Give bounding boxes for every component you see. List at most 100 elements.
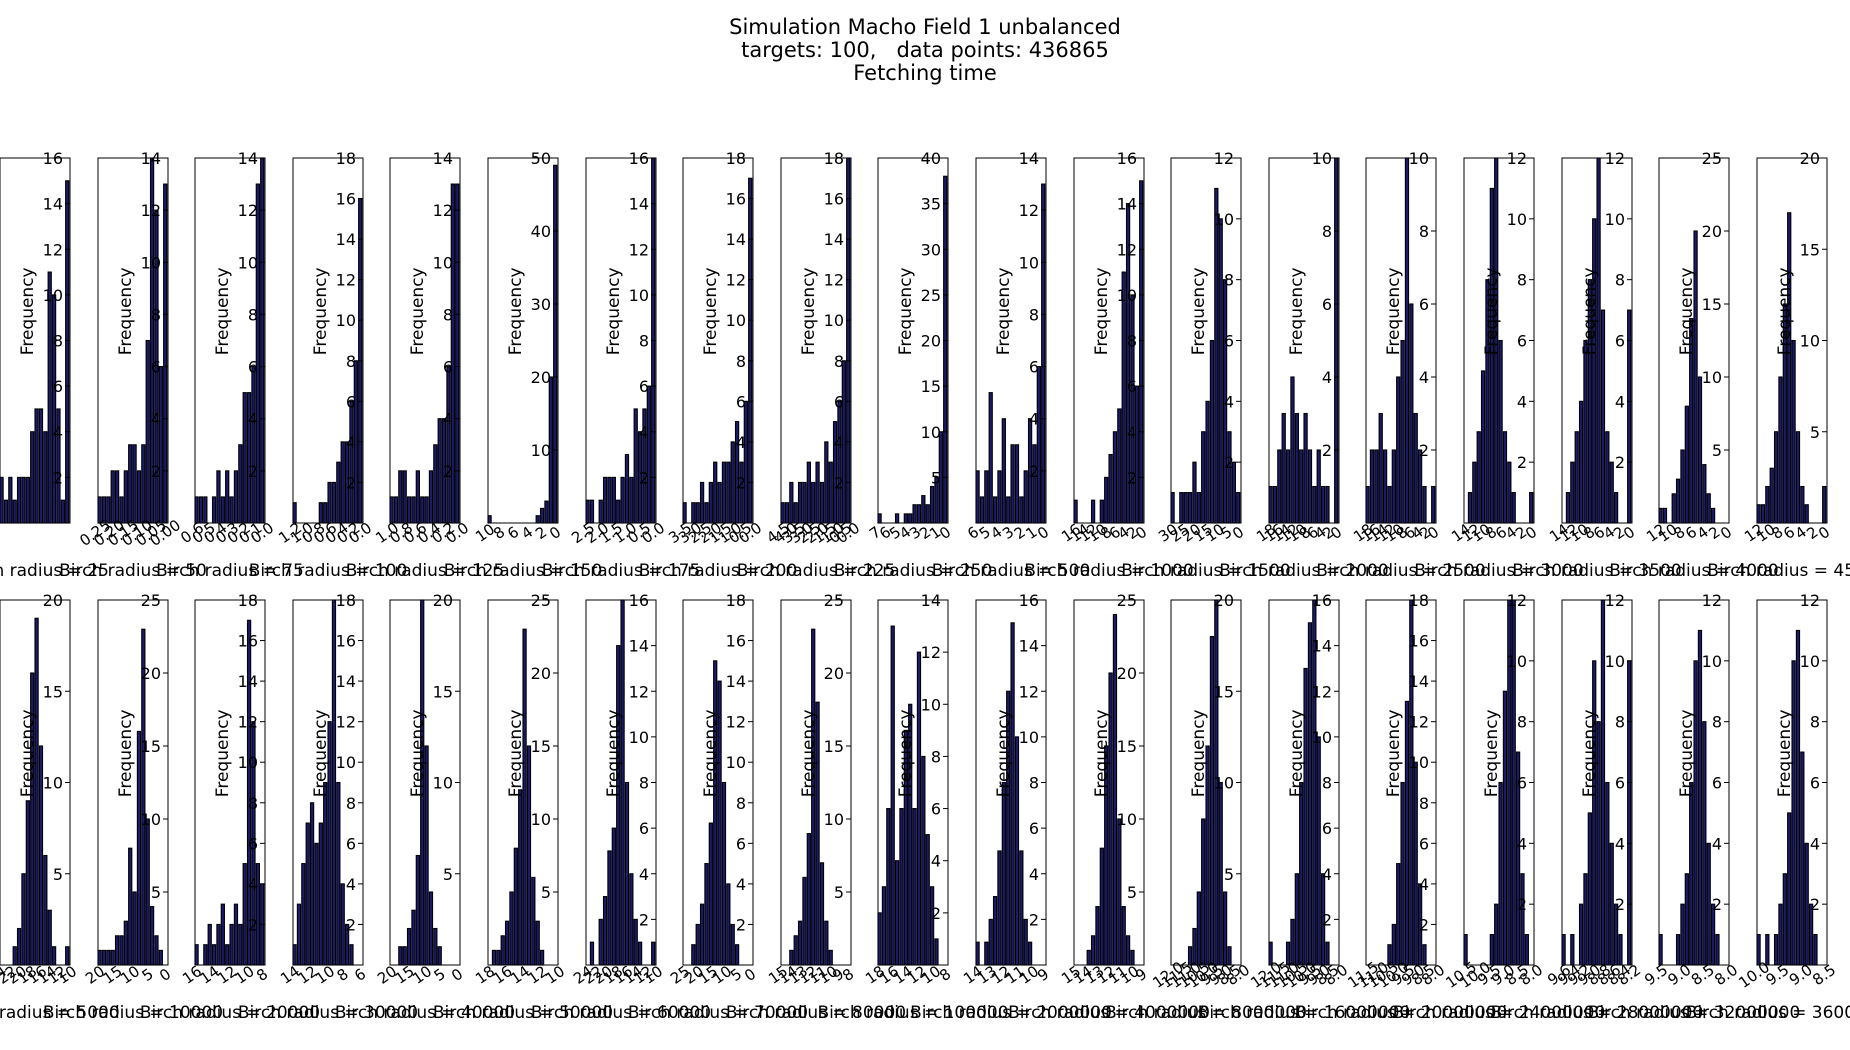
y-tick-label: 2 — [1615, 895, 1625, 914]
histogram-bar — [1196, 891, 1201, 966]
histogram-bar — [491, 949, 497, 966]
histogram-bar — [1272, 485, 1278, 524]
x-tick-label: 6 — [351, 965, 369, 985]
histogram-bar — [1627, 309, 1632, 524]
histogram-bar — [1476, 431, 1481, 524]
y-tick-label: 2 — [346, 473, 356, 492]
histogram-panel: 51015202422201816141210FrequencyBirch ra… — [0, 591, 120, 1023]
y-tick-label: 15 — [1117, 737, 1137, 756]
histogram-bar — [211, 496, 217, 524]
y-tick-label: 10 — [824, 311, 844, 330]
histogram-bar — [349, 400, 354, 524]
y-tick-label: 4 — [736, 433, 746, 452]
x-axis-label: Birch radius = 28000000 — [1491, 1003, 1704, 1023]
y-axis-label: Frequency — [701, 267, 721, 355]
histogram-bar — [1117, 408, 1122, 524]
x-axis-label: Birch radius = 36000000 — [1686, 1003, 1850, 1023]
histogram-bar — [988, 918, 993, 966]
x-tick-label: 8 — [936, 965, 954, 985]
histogram-bar — [1684, 405, 1689, 524]
y-axis-label: Frequency — [994, 267, 1014, 355]
histogram-bar — [1417, 449, 1423, 524]
histogram-bar — [1312, 485, 1317, 524]
y-tick-label: 16 — [336, 632, 356, 651]
y-tick-label: 4 — [1615, 834, 1625, 853]
y-tick-label: 10 — [1117, 286, 1137, 305]
histogram-bar — [1320, 485, 1326, 524]
x-axis-label: Birch radius = 100000 — [817, 1003, 1008, 1023]
histogram-bar — [47, 271, 52, 524]
x-axis-label: Birch radius = 4000000 — [1008, 1003, 1210, 1023]
histogram-bar — [1014, 736, 1020, 966]
y-tick-label: 6 — [639, 819, 649, 838]
y-tick-label: 6 — [1517, 774, 1527, 793]
y-tick-label: 10 — [1409, 753, 1429, 772]
y-tick-label: 18 — [336, 591, 356, 610]
y-tick-label: 5 — [1127, 883, 1137, 902]
x-axis-label: Birch radius = 20000 — [140, 1003, 320, 1023]
y-tick-label: 12 — [1409, 713, 1429, 732]
y-tick-label: 5 — [151, 883, 161, 902]
axes-frame — [1268, 157, 1340, 524]
y-tick-label: 40 — [921, 149, 941, 168]
axes-frame — [682, 599, 754, 966]
histogram-bar — [318, 502, 323, 524]
y-tick-label: 15 — [433, 682, 453, 701]
y-tick-label: 8 — [1419, 222, 1429, 241]
y-tick-label: 2 — [1322, 441, 1332, 460]
histogram-bar — [25, 476, 30, 524]
y-tick-label: 4 — [736, 875, 746, 894]
histogram-bar — [979, 496, 985, 524]
x-axis-label: Birch radius = 150 — [444, 561, 603, 581]
histogram-bar — [393, 496, 399, 524]
histogram-bar — [1014, 444, 1020, 524]
y-tick-label: 16 — [824, 190, 844, 209]
histogram-bar — [513, 847, 518, 966]
histogram-bar — [1413, 412, 1418, 524]
histogram-panel: 2468101214162.52.01.51.00.50.0FrequencyB… — [542, 149, 701, 581]
y-axis-label: Frequency — [18, 709, 38, 797]
y-tick-label: 6 — [834, 392, 844, 411]
y-axis-label: Frequency — [1384, 709, 1404, 797]
histogram-bar — [819, 862, 825, 966]
histogram-bar — [1765, 485, 1770, 524]
histogram-bar — [633, 918, 638, 966]
histogram-bar — [1502, 690, 1508, 966]
title-line-1: Simulation Macho Field 1 unbalanced — [729, 15, 1121, 39]
histogram-bar — [1675, 478, 1681, 524]
histogram-bar — [1813, 934, 1818, 966]
histogram-bar — [1765, 934, 1770, 966]
y-tick-label: 12 — [238, 201, 258, 220]
histogram-bar — [721, 781, 727, 966]
y-tick-label: 4 — [151, 410, 161, 429]
histogram-bar — [1413, 761, 1418, 966]
y-tick-label: 20 — [531, 368, 551, 387]
histogram-bar — [1294, 873, 1299, 966]
x-axis-label: Birch radius = 4000 — [1609, 561, 1778, 581]
x-axis-label: Birch radius = 32000000 — [1588, 1003, 1801, 1023]
x-tick-label: 0 — [546, 523, 564, 543]
x-axis-label: Birch radius = 50 — [59, 561, 207, 581]
y-tick-label: 40 — [531, 222, 551, 241]
y-tick-label: 8 — [1322, 222, 1332, 241]
histogram-bar — [695, 923, 700, 966]
histogram-bar — [1285, 449, 1291, 524]
y-tick-label: 14 — [238, 672, 258, 691]
histogram-bar — [1795, 629, 1801, 966]
histogram-bar — [1023, 470, 1028, 524]
y-tick-label: 10 — [1312, 728, 1332, 747]
y-tick-label: 8 — [1419, 794, 1429, 813]
y-tick-label: 12 — [1702, 591, 1722, 610]
y-tick-label: 16 — [726, 632, 746, 651]
histogram-bar — [51, 946, 57, 966]
y-tick-label: 2 — [443, 462, 453, 481]
y-tick-label: 8 — [1615, 271, 1625, 290]
y-axis-label: Frequency — [1775, 709, 1795, 797]
y-tick-label: 20 — [531, 664, 551, 683]
y-axis-label: Frequency — [1482, 709, 1502, 797]
histogram-bar — [406, 496, 412, 524]
histogram-bar — [136, 730, 142, 966]
y-tick-label: 14 — [629, 195, 649, 214]
